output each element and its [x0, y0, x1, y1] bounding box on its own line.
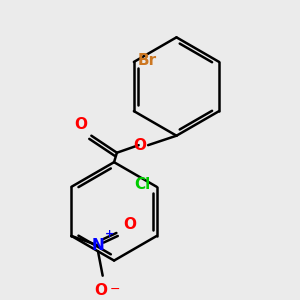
- Text: Cl: Cl: [135, 177, 151, 192]
- Text: O: O: [124, 217, 136, 232]
- Text: O: O: [133, 138, 146, 153]
- Text: O: O: [75, 117, 88, 132]
- Text: +: +: [105, 229, 114, 239]
- Text: N: N: [92, 238, 104, 253]
- Text: Br: Br: [138, 52, 157, 68]
- Text: −: −: [109, 283, 120, 296]
- Text: O: O: [94, 283, 107, 298]
